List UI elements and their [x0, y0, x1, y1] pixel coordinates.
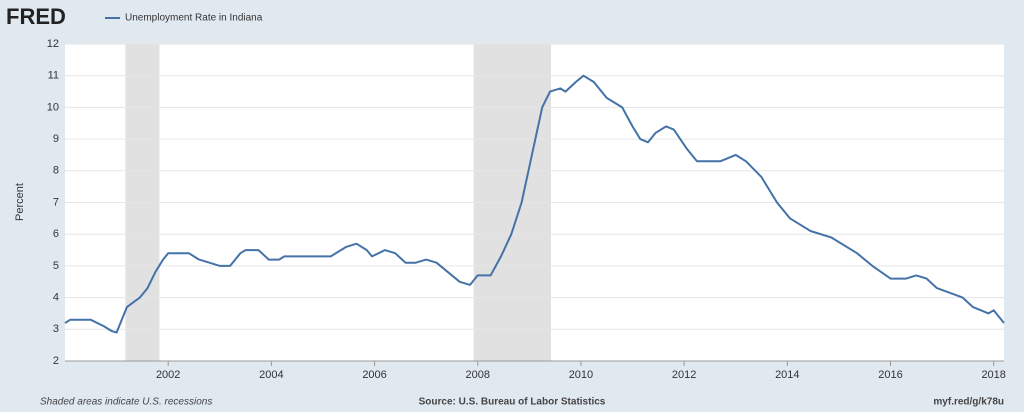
y-tick-label: 6 [53, 228, 59, 240]
y-tick-label: 10 [47, 101, 59, 113]
x-tick-label: 2014 [775, 369, 799, 381]
footer-source: Source: U.S. Bureau of Labor Statistics [419, 397, 606, 408]
y-axis-label: Percent [14, 183, 26, 221]
y-tick-label: 11 [48, 70, 59, 82]
y-tick-label: 8 [53, 165, 59, 177]
data-line [64, 74, 1005, 334]
x-tick-label: 2010 [569, 369, 593, 381]
footer-link: myf.red/g/k78u [933, 397, 1004, 408]
x-tick-label: 2004 [259, 369, 283, 381]
y-tick-label: 2 [53, 355, 59, 367]
y-tick-label: 9 [53, 133, 59, 145]
x-tick-label: 2006 [362, 369, 386, 381]
y-tick-label: 5 [53, 260, 59, 272]
x-tick-label: 2018 [981, 369, 1005, 381]
legend-label: Unemployment Rate in Indiana [125, 13, 263, 24]
x-tick-label: 2008 [466, 369, 490, 381]
footer-note: Shaded areas indicate U.S. recessions [40, 397, 212, 408]
y-tick-label: 12 [47, 38, 59, 50]
y-tick-label: 3 [53, 323, 59, 335]
x-tick-label: 2012 [672, 369, 696, 381]
x-tick-label: 2016 [878, 369, 902, 381]
y-tick-label: 7 [53, 196, 59, 208]
y-tick-label: 4 [53, 292, 59, 304]
logo: FRED [6, 4, 66, 29]
x-tick-label: 2002 [156, 369, 180, 381]
